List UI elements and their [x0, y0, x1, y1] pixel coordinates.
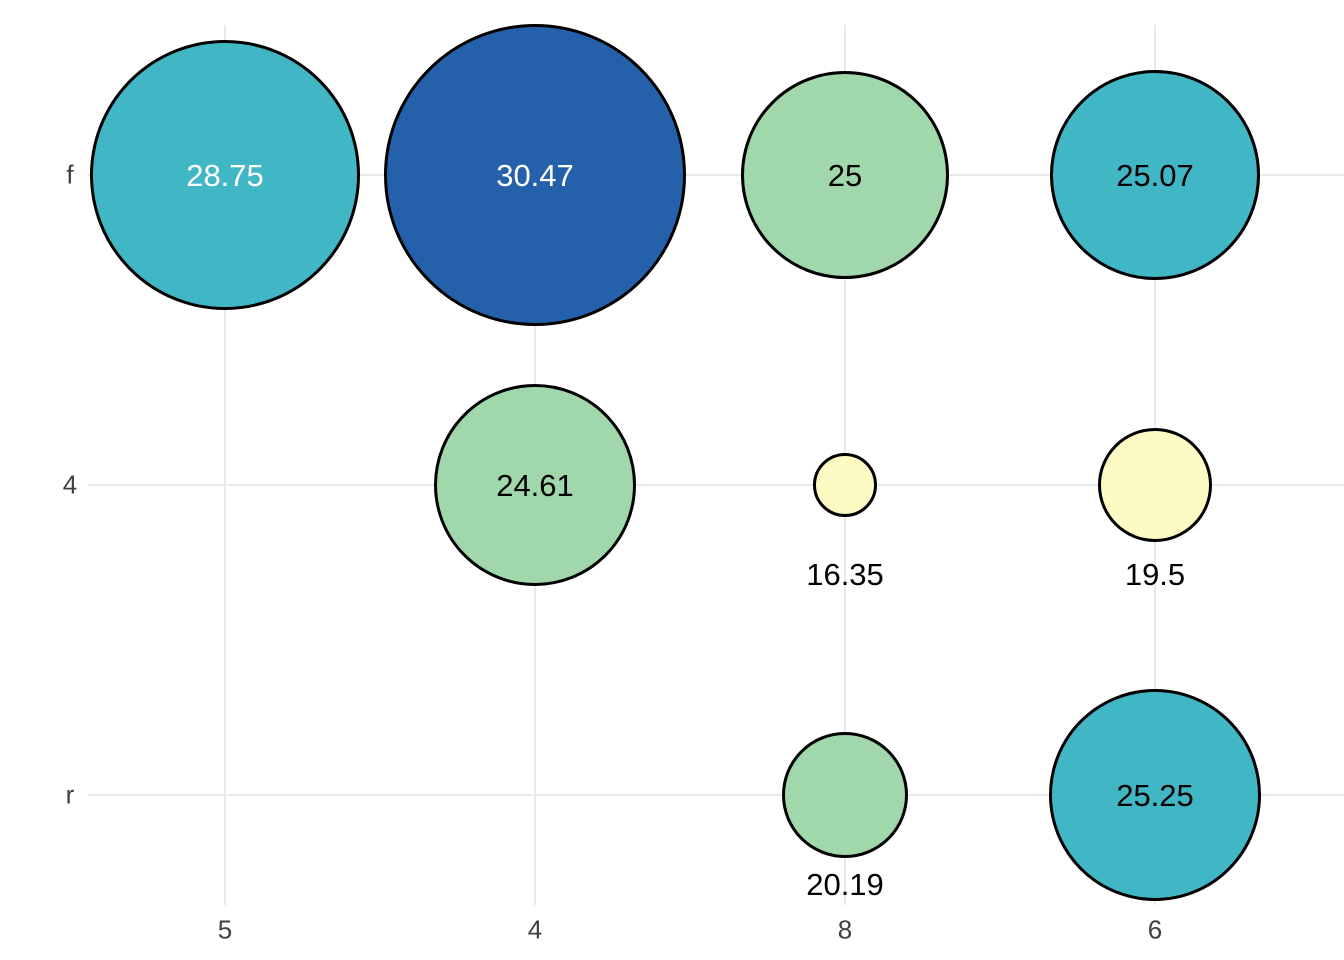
bubble	[1098, 428, 1212, 542]
y-axis-tick-label: 4	[62, 469, 78, 500]
bubble: 25	[741, 71, 949, 279]
x-axis-tick-label: 6	[1147, 914, 1163, 945]
bubble-value-label: 20.19	[806, 867, 884, 902]
bubble-value-label: 19.5	[1124, 557, 1186, 592]
bubble-value-label: 25.25	[1116, 777, 1194, 813]
horizontal-gridline	[88, 484, 1344, 486]
x-axis-tick-label: 4	[527, 914, 543, 945]
y-axis-tick-label: f	[66, 159, 74, 190]
x-axis-tick-label: 5	[217, 914, 233, 945]
bubble-value-label: 30.47	[496, 157, 574, 193]
bubble	[782, 732, 908, 858]
bubble-value-label: 24.61	[496, 467, 574, 503]
bubble-value-label: 16.35	[806, 557, 884, 592]
bubble-value-label: 28.75	[186, 157, 264, 193]
x-axis-tick-label: 8	[837, 914, 853, 945]
bubble: 28.75	[90, 40, 360, 310]
horizontal-gridline	[88, 174, 1344, 176]
vertical-gridline	[224, 25, 226, 905]
bubble-value-label: 25.07	[1116, 157, 1194, 193]
bubble: 30.47	[384, 24, 686, 326]
bubble: 25.25	[1049, 689, 1261, 901]
horizontal-gridline	[88, 794, 1344, 796]
y-axis-tick-label: r	[65, 779, 75, 810]
bubble-value-label: 25	[827, 157, 863, 193]
bubble: 25.07	[1050, 70, 1260, 280]
bubble: 24.61	[434, 384, 636, 586]
bubble	[813, 453, 877, 517]
